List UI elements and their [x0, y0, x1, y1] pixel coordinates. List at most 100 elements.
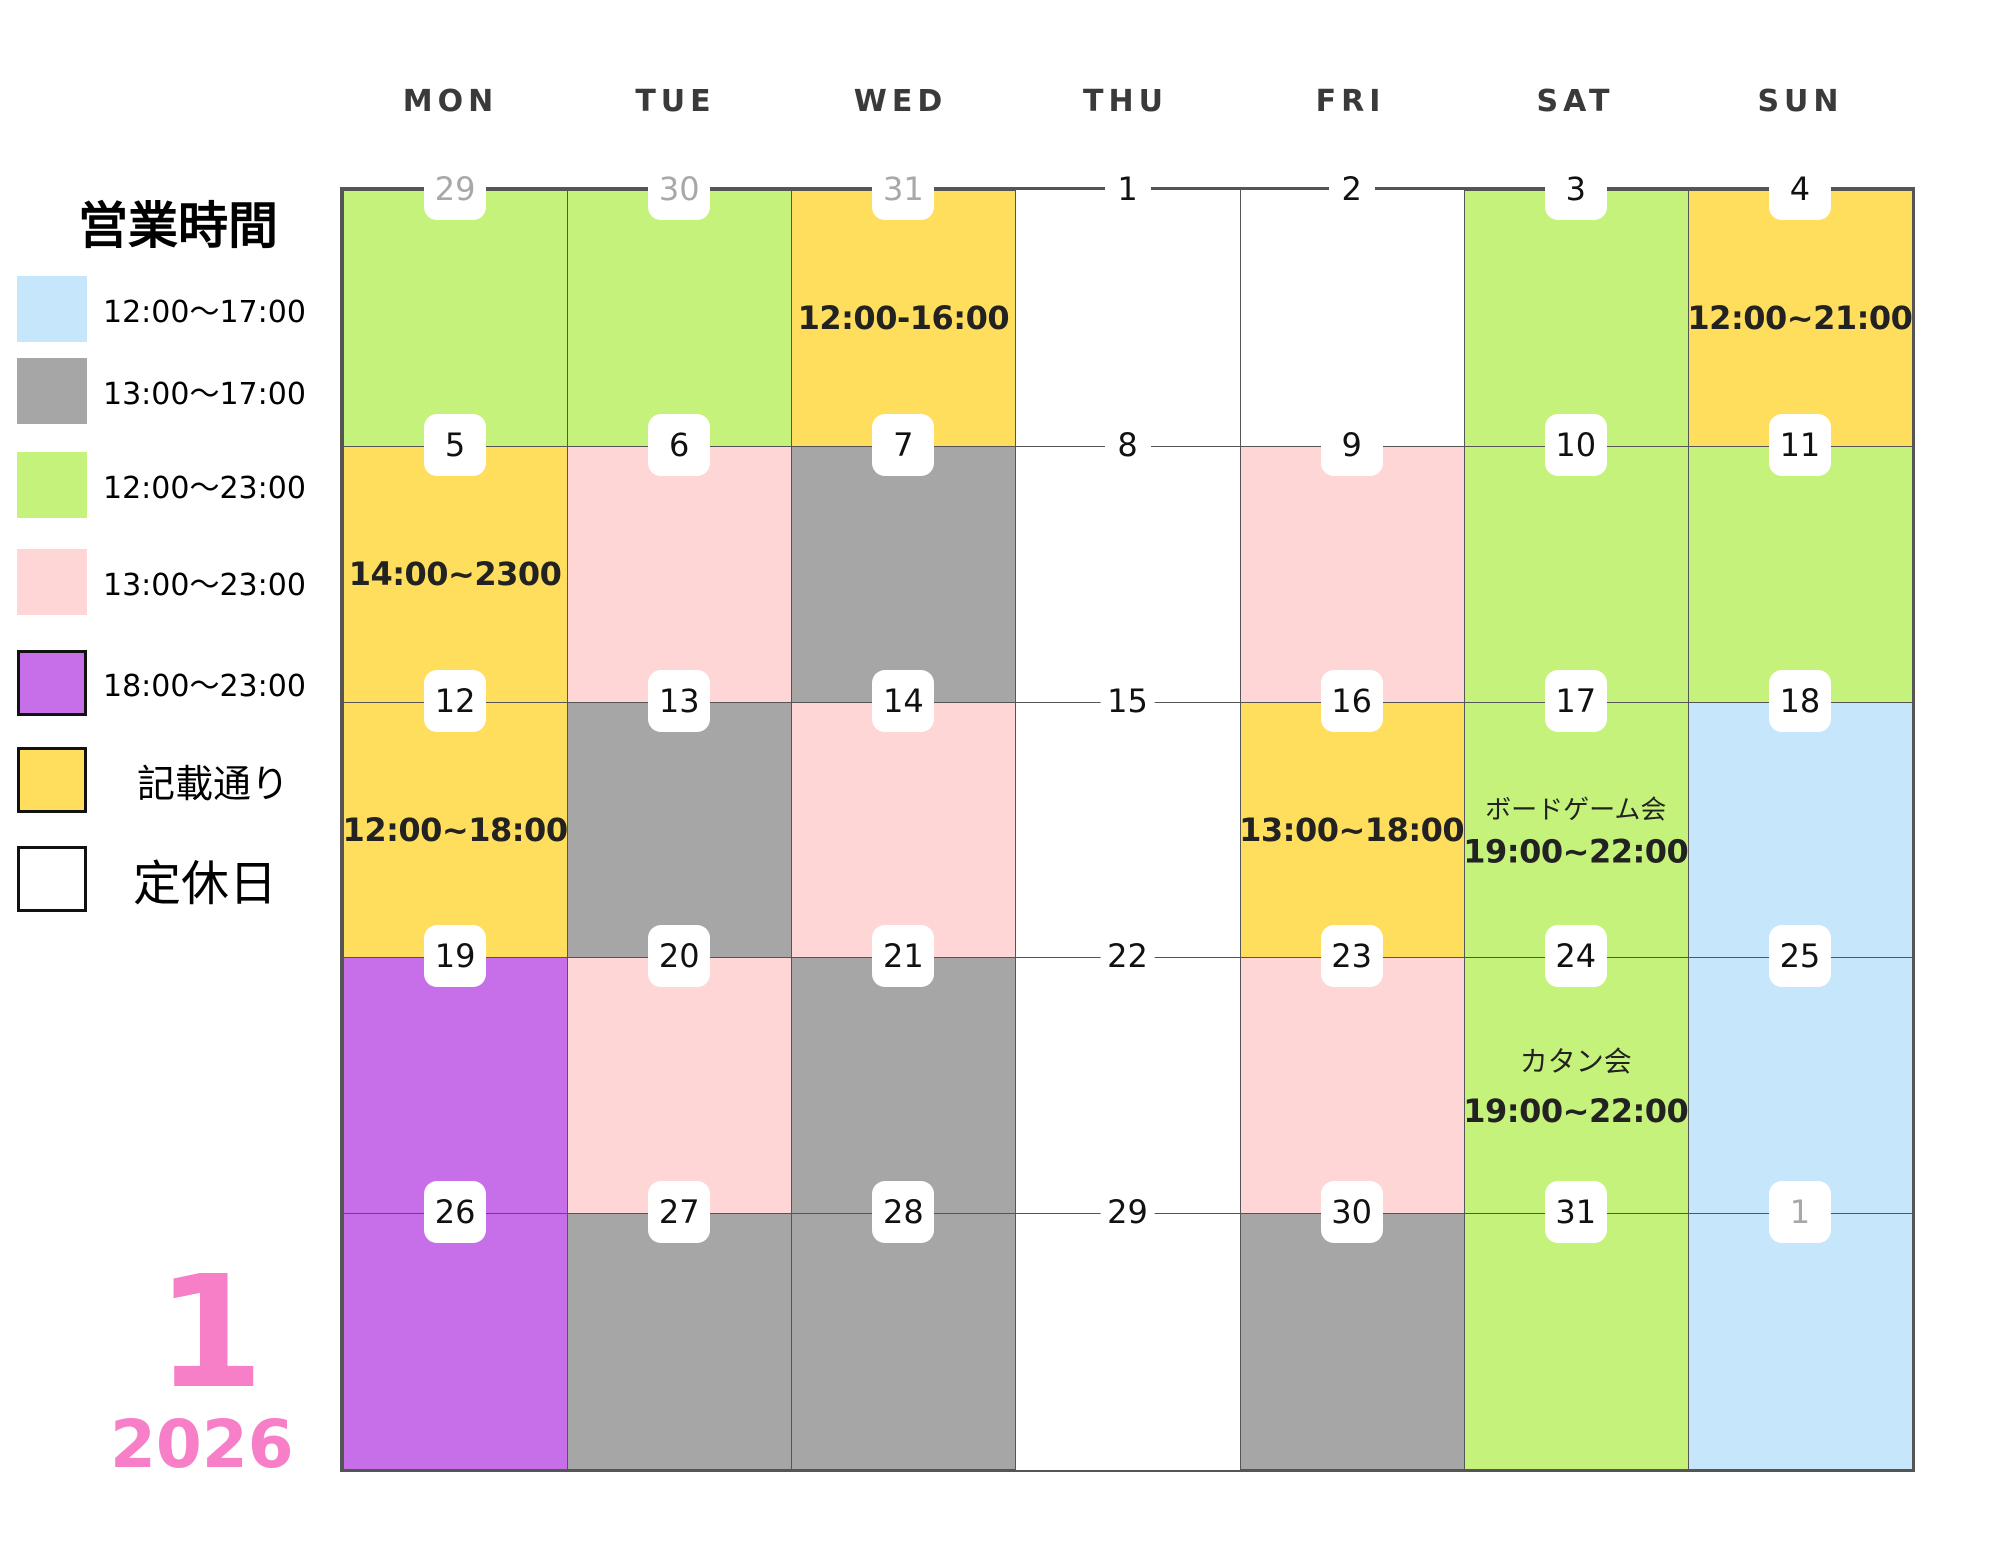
calendar-labels: 29 30 31 12:00-16:00 1 2 3 4 12:00~21:00 5 14:00~2… — [342, 158, 1913, 1469]
hours-text: 19:00~22:00 — [1463, 832, 1689, 870]
legend-swatch-blue — [17, 276, 87, 342]
legend-item-1200-1700: 12:00〜17:00 — [17, 275, 306, 343]
legend-item-1200-2300: 12:00〜23:00 — [17, 451, 306, 519]
day-number: 30 — [648, 158, 711, 220]
day-cell — [1463, 957, 1689, 1215]
hours-text: 12:00~21:00 — [1687, 298, 1913, 337]
day-cell — [567, 701, 793, 959]
day-number: 30 — [1320, 1181, 1383, 1244]
day-number: 28 — [872, 1181, 935, 1244]
day-number: 13 — [648, 669, 711, 732]
hours-text: 19:00~22:00 — [1463, 1092, 1689, 1131]
day-number: 31 — [872, 158, 935, 220]
hours-note: 12:00~21:00 — [1687, 298, 1913, 337]
day-cell — [343, 445, 569, 703]
weekday-mon: MON — [402, 84, 499, 119]
weekday-header: MON TUE WED THU FRI SAT SUN — [338, 84, 1913, 124]
day-number: 18 — [1768, 669, 1831, 732]
calendar-grid: 29 30 31 12:00-16:00 1 2 3 4 12:00~21:00 5 14:00~2… — [340, 158, 1915, 1472]
day-cell — [1463, 445, 1689, 703]
legend-item-closed: 定休日 — [17, 845, 277, 913]
legend-label: 12:00〜17:00 — [103, 295, 306, 330]
day-number: 17 — [1544, 669, 1607, 732]
hours-text: 14:00~2300 — [348, 554, 562, 593]
event-note: ボードゲーム会 19:00~22:00 — [1463, 789, 1689, 870]
day-cell — [1463, 190, 1689, 447]
day-number: 5 — [424, 413, 487, 476]
day-number: 6 — [648, 413, 711, 476]
legend-label: 定休日 — [133, 856, 278, 912]
legend-item-as-noted: 記載通り — [17, 746, 289, 814]
hours-note: 12:00-16:00 — [798, 299, 1010, 337]
day-cell — [1239, 445, 1465, 703]
day-number: 31 — [1544, 1181, 1607, 1244]
day-number: 14 — [872, 669, 935, 732]
day-number: 1 — [1768, 1181, 1831, 1244]
legend-label: 13:00〜23:00 — [103, 568, 306, 603]
day-cell — [567, 957, 793, 1215]
day-cell — [1239, 957, 1465, 1215]
day-cell — [1687, 190, 1913, 447]
legend-label: 18:00〜23:00 — [103, 669, 306, 704]
day-cell — [1687, 701, 1913, 959]
weekday-thu: THU — [1083, 84, 1168, 119]
day-number: 20 — [648, 925, 711, 988]
day-cell — [1687, 957, 1913, 1215]
day-number: 19 — [424, 925, 487, 988]
event-note: カタン会 19:00~22:00 — [1463, 1040, 1689, 1131]
day-cell — [1687, 1213, 1913, 1470]
day-number: 25 — [1768, 925, 1831, 988]
hours-note: 13:00~18:00 — [1239, 810, 1465, 849]
day-cell — [343, 957, 569, 1215]
day-number: 22 — [1100, 936, 1155, 977]
day-number: 27 — [648, 1181, 711, 1244]
legend-swatch-green — [17, 452, 87, 518]
day-number: 21 — [872, 925, 935, 988]
legend-label: 12:00〜23:00 — [103, 471, 306, 506]
day-number: 11 — [1768, 413, 1831, 476]
year-number: 2026 — [110, 1406, 294, 1483]
day-number: 15 — [1100, 680, 1155, 721]
day-number: 8 — [1104, 424, 1151, 465]
day-cell — [1015, 701, 1241, 959]
legend-item-1300-2300: 13:00〜23:00 — [17, 548, 306, 616]
legend-swatch-yellow — [17, 747, 87, 813]
day-number: 29 — [424, 158, 487, 220]
legend-label: 記載通り — [137, 761, 290, 806]
legend: 12:00〜17:00 13:00〜17:00 12:00〜23:00 13:0… — [17, 275, 337, 915]
weekday-fri: FRI — [1315, 84, 1386, 119]
day-number: 9 — [1320, 413, 1383, 476]
day-cell — [567, 1213, 793, 1470]
hours-text: 12:00-16:00 — [797, 298, 1010, 337]
hours-note: 12:00~18:00 — [342, 810, 569, 849]
legend-title: 営業時間 — [78, 197, 278, 255]
legend-swatch-purple — [17, 650, 87, 716]
day-number: 7 — [872, 413, 935, 476]
day-cell — [1239, 190, 1465, 447]
legend-swatch-white — [17, 846, 87, 912]
day-cell — [567, 190, 793, 447]
day-number: 26 — [424, 1181, 487, 1244]
hours-text: 12:00~18:00 — [342, 810, 569, 849]
day-number: 29 — [1100, 1192, 1155, 1233]
day-cell — [791, 701, 1017, 959]
legend-swatch-gray — [17, 358, 87, 424]
day-number: 4 — [1768, 158, 1831, 220]
day-cell — [1015, 1213, 1241, 1470]
day-cell — [343, 190, 569, 447]
legend-swatch-pink — [17, 549, 87, 615]
day-number: 1 — [1104, 169, 1151, 209]
legend-item-1800-2300: 18:00〜23:00 — [17, 649, 306, 717]
day-number: 16 — [1320, 669, 1383, 732]
event-name: ボードゲーム会 — [1485, 795, 1667, 825]
day-cell — [343, 701, 569, 959]
weekday-sat: SAT — [1536, 84, 1615, 119]
legend-label: 13:00〜17:00 — [103, 377, 306, 412]
legend-item-1300-1700: 13:00〜17:00 — [17, 357, 306, 425]
month-number: 1 — [156, 1242, 264, 1423]
weekday-sun: SUN — [1757, 84, 1844, 119]
hours-text: 13:00~18:00 — [1239, 810, 1465, 849]
day-number: 12 — [424, 669, 487, 732]
day-cell — [1015, 957, 1241, 1215]
day-cell — [1239, 701, 1465, 959]
